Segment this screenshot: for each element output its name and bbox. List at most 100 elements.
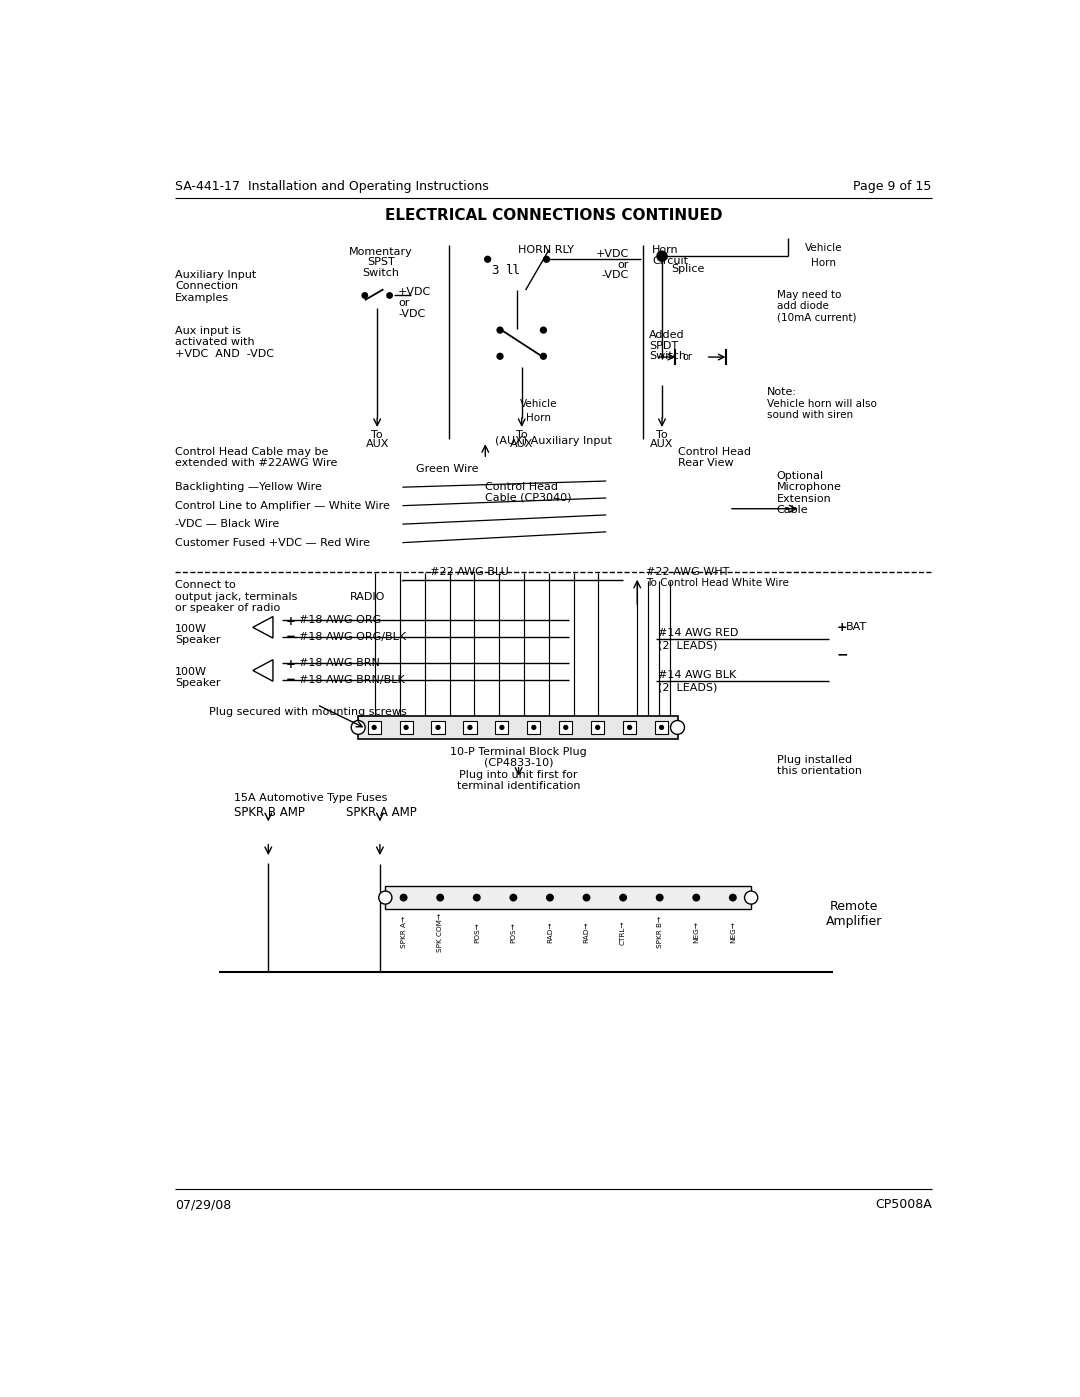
Text: #22 AWG BLU: #22 AWG BLU [430,567,509,577]
Circle shape [540,353,546,359]
Text: SPKR B AMP: SPKR B AMP [234,806,305,819]
Bar [225,863,314,925]
Text: Connect to: Connect to [175,580,237,590]
Text: Rear View: Rear View [677,458,733,468]
Text: To: To [372,430,383,440]
Circle shape [387,293,392,298]
Text: Control Head Cable may be: Control Head Cable may be [175,447,328,457]
Text: +VDC: +VDC [399,288,431,298]
Text: Connection: Connection [175,281,239,291]
Bar [507,394,570,429]
Text: SPKR B→: SPKR B→ [657,916,663,949]
Text: SPDT: SPDT [649,341,678,351]
Text: −: − [836,647,848,661]
Text: Backlighting —Yellow Wire: Backlighting —Yellow Wire [175,482,322,492]
Text: SPST: SPST [367,257,395,267]
Text: -VDC: -VDC [602,271,629,281]
Text: ll: ll [504,264,519,277]
Circle shape [620,894,626,901]
Text: Control Head: Control Head [677,447,751,457]
Text: (10mA current): (10mA current) [777,313,856,323]
Text: Splice: Splice [672,264,704,274]
Text: AUX: AUX [510,439,534,448]
Text: Microphone: Microphone [777,482,841,492]
Circle shape [404,725,408,729]
Circle shape [546,894,553,901]
Bar [789,693,855,746]
Bar [773,708,789,731]
Text: 3: 3 [491,264,499,277]
Text: RAD→: RAD→ [546,922,553,943]
Text: +: + [836,620,847,634]
Text: #18 AWG BRN/BLK: #18 AWG BRN/BLK [299,676,405,686]
Circle shape [401,894,407,901]
Text: Cable (CP3040): Cable (CP3040) [485,493,571,503]
Text: AUX: AUX [365,439,389,448]
Text: To: To [657,430,667,440]
Bar [496,721,509,733]
Text: -VDC — Black Wire: -VDC — Black Wire [175,520,280,529]
Text: HORN RLY: HORN RLY [517,244,573,256]
Text: To Control Head White Wire: To Control Head White Wire [647,578,789,588]
Circle shape [468,725,472,729]
Text: or: or [618,260,629,270]
Bar [613,527,724,539]
Text: Green Wire: Green Wire [416,464,478,475]
Text: SPKR A→: SPKR A→ [401,916,406,949]
Bar [787,237,859,275]
Text: May need to: May need to [777,289,841,300]
Text: Remote: Remote [831,900,878,912]
Text: SPKR A AMP: SPKR A AMP [346,806,417,819]
Text: −: − [285,673,295,686]
Text: Note:: Note: [767,387,797,398]
Text: Switch: Switch [649,351,686,362]
Bar [346,821,414,844]
Text: RADIO: RADIO [350,591,386,602]
Bar [360,284,394,307]
Text: Horn: Horn [811,258,836,268]
Bar [613,493,724,504]
Text: Vehicle: Vehicle [805,243,842,253]
Bar [623,721,636,733]
Text: SA-441-17  Installation and Operating Instructions: SA-441-17 Installation and Operating Ins… [175,180,489,193]
Circle shape [497,327,503,332]
Bar [654,721,669,733]
Text: POS→: POS→ [474,922,480,943]
Bar [559,721,572,733]
Text: BAT: BAT [846,622,867,633]
Text: Horn: Horn [652,244,678,256]
Text: +VDC  AND  -VDC: +VDC AND -VDC [175,349,274,359]
Text: SPK COM→: SPK COM→ [437,912,443,951]
Text: ELECTRICAL CONNECTIONS CONTINUED: ELECTRICAL CONNECTIONS CONTINUED [384,208,723,224]
Text: −: − [285,630,295,643]
Circle shape [583,894,590,901]
Text: Vehicle horn will also: Vehicle horn will also [767,400,877,409]
Text: this orientation: this orientation [777,767,862,777]
Text: #18 AWG ORG/BLK: #18 AWG ORG/BLK [299,633,406,643]
Text: CTRL→: CTRL→ [620,921,626,944]
Text: 100W: 100W [175,666,207,678]
Bar [386,886,751,909]
Bar [359,715,677,739]
Text: Cable: Cable [777,506,808,515]
Text: #18 AWG ORG: #18 AWG ORG [299,615,381,624]
Text: Plug into unit first for: Plug into unit first for [459,770,578,780]
Circle shape [351,721,365,735]
Bar [485,250,549,291]
Text: Page 9 of 15: Page 9 of 15 [853,180,932,193]
Circle shape [564,725,568,729]
Text: #18 AWG BRN: #18 AWG BRN [299,658,380,668]
Bar [606,464,732,555]
Text: NEG→: NEG→ [693,921,699,943]
Text: (CP4833-10): (CP4833-10) [484,757,553,768]
Text: #14 AWG BLK: #14 AWG BLK [658,671,737,680]
Text: or speaker of radio: or speaker of radio [175,604,281,613]
Bar [591,721,605,733]
Circle shape [543,256,550,263]
Text: RAD→: RAD→ [583,922,590,943]
Text: Vehicle: Vehicle [521,400,557,409]
Circle shape [497,353,503,359]
Text: #22 AWG WHT: #22 AWG WHT [647,567,730,577]
Bar [326,865,373,911]
Text: add diode: add diode [777,302,828,312]
